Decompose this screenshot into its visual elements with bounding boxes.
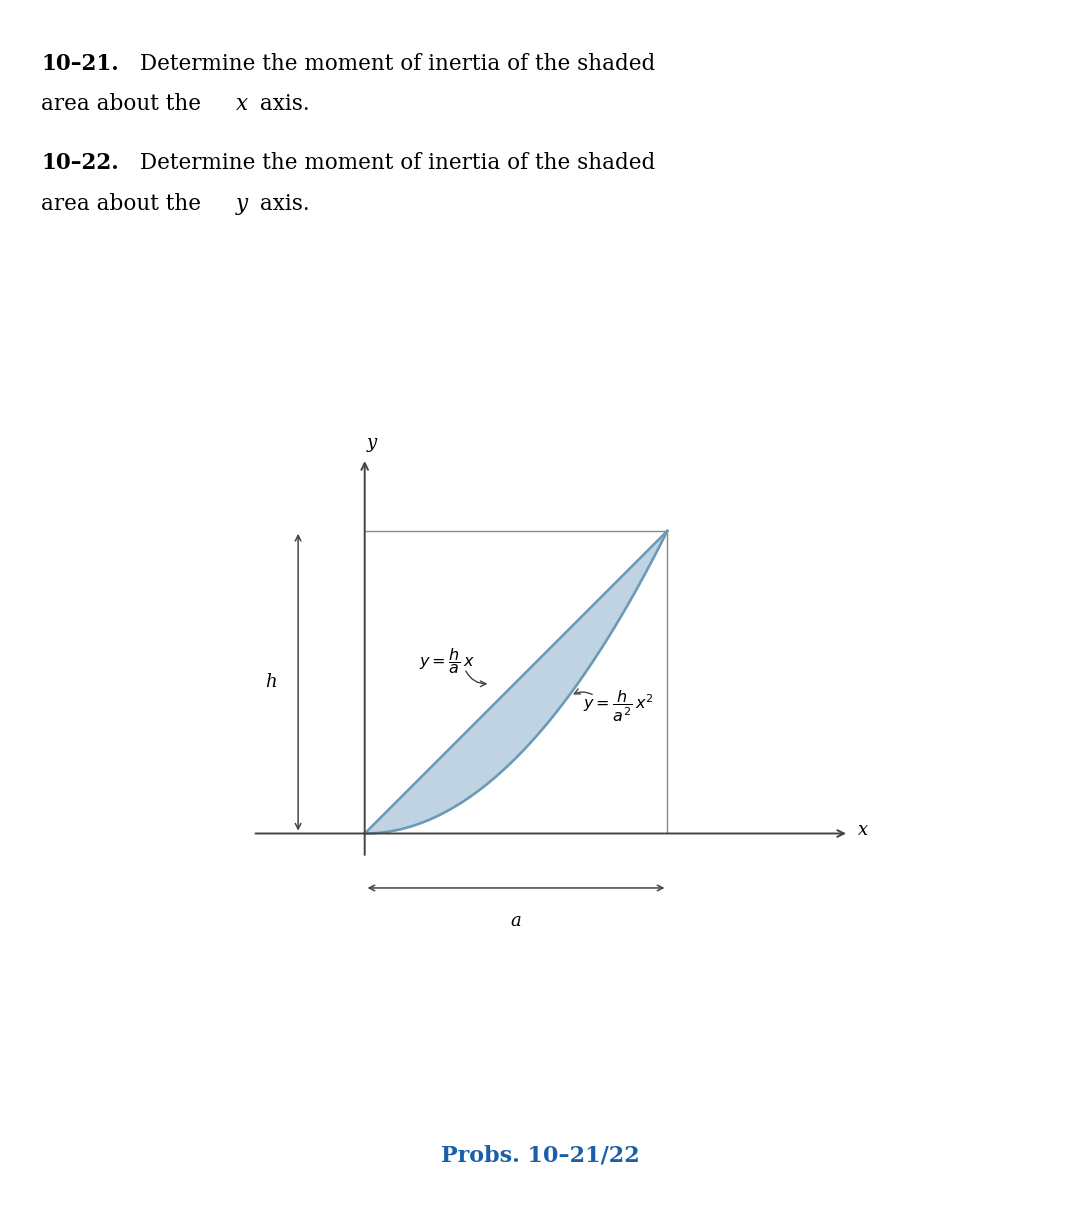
Text: area about the: area about the [41,93,208,116]
Text: 10–21.: 10–21. [41,53,119,75]
Text: $y = \dfrac{h}{a^2}\,x^2$: $y = \dfrac{h}{a^2}\,x^2$ [582,688,653,724]
Text: Probs. 10–21/22: Probs. 10–21/22 [441,1144,639,1166]
Text: y: y [366,434,377,452]
Text: a: a [511,912,522,930]
Text: x: x [235,93,247,116]
Text: axis.: axis. [253,93,309,116]
Text: h: h [265,673,276,691]
Text: axis.: axis. [253,193,309,215]
Text: y: y [235,193,247,215]
Text: x: x [858,821,868,839]
Text: 10–22.: 10–22. [41,152,119,175]
Text: $y = \dfrac{h}{a}\,x$: $y = \dfrac{h}{a}\,x$ [419,646,475,676]
Text: area about the: area about the [41,193,208,215]
Text: Determine the moment of inertia of the shaded: Determine the moment of inertia of the s… [140,152,656,175]
Text: Determine the moment of inertia of the shaded: Determine the moment of inertia of the s… [140,53,656,75]
